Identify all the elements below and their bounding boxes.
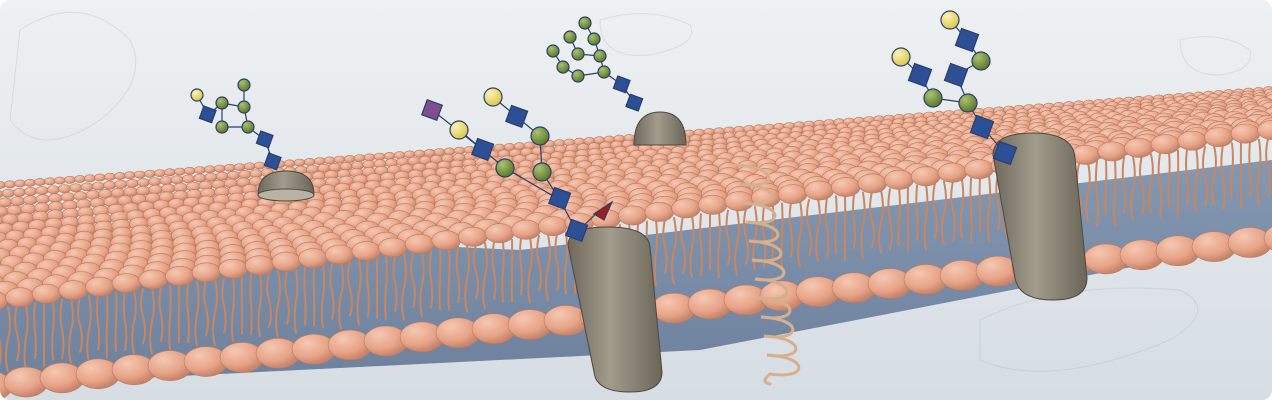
glycan-chain-right — [891, 10, 1018, 166]
pore-protein-center — [633, 111, 687, 146]
transmembrane-protein-center — [567, 226, 663, 393]
transmembrane-protein-right — [992, 132, 1088, 301]
alpha-helix — [733, 163, 801, 386]
glycan-chain-center-left — [420, 87, 614, 243]
glycan-chain-left — [190, 78, 282, 171]
pore-protein-left — [257, 170, 315, 202]
glycan-chain-center — [546, 16, 644, 112]
